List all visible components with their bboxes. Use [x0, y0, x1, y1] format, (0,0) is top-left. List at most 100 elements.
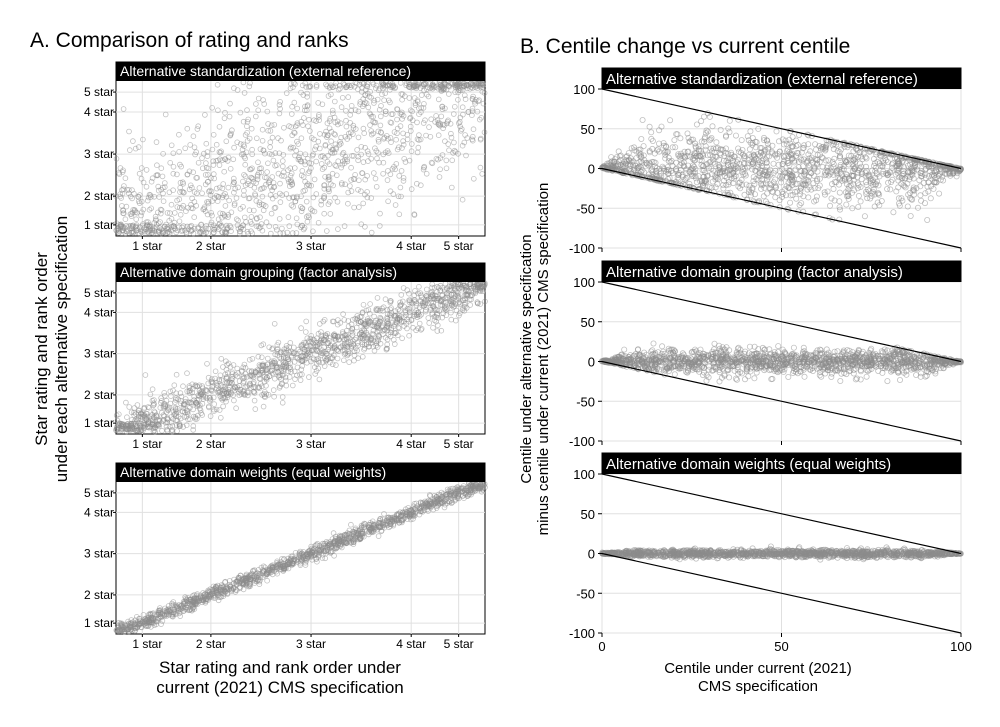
data-point: [176, 218, 183, 225]
data-point: [300, 188, 307, 194]
data-point: [439, 152, 446, 158]
data-point: [370, 170, 377, 176]
data-point: [216, 149, 223, 155]
data-point: [143, 184, 150, 190]
data-point: [277, 190, 283, 197]
data-point: [319, 166, 326, 173]
data-point: [435, 132, 442, 139]
data-point: [394, 106, 401, 113]
data-point: [267, 230, 274, 237]
data-point: [323, 228, 330, 234]
data-point: [414, 119, 420, 126]
data-point: [306, 168, 313, 175]
data-point: [352, 107, 359, 113]
data-point: [393, 161, 400, 167]
data-point: [398, 193, 404, 200]
tick-label-y: 2 star: [84, 388, 114, 402]
data-point: [248, 174, 254, 181]
tick-label-y: 5 star: [84, 486, 114, 500]
data-point: [226, 113, 233, 120]
data-point: [246, 83, 253, 90]
data-point: [290, 144, 297, 151]
tick-label-y: 1 star: [84, 218, 114, 232]
data-point: [257, 146, 264, 152]
data-point: [168, 142, 175, 149]
data-point: [240, 118, 247, 125]
data-point: [264, 169, 270, 175]
data-point: [376, 107, 383, 113]
data-point: [326, 125, 333, 132]
data-point: [332, 194, 338, 201]
data-point: [253, 101, 259, 107]
data-point: [407, 115, 413, 122]
data-point: [227, 100, 233, 107]
data-point: [277, 180, 283, 187]
data-point: [348, 177, 354, 183]
data-point: [148, 178, 155, 185]
data-point: [392, 166, 398, 173]
data-point: [162, 180, 168, 186]
panel-a-title: A. Comparison of rating and ranks: [30, 29, 349, 52]
data-point: [160, 151, 166, 157]
data-point: [469, 112, 475, 118]
data-point: [143, 167, 150, 173]
tick-label-x: 4 star: [396, 637, 426, 651]
tick-label-x: 1 star: [132, 239, 162, 253]
data-point: [329, 150, 336, 157]
data-point: [149, 175, 156, 182]
data-point: [324, 83, 330, 89]
data-point: [135, 144, 142, 150]
data-point: [126, 128, 132, 135]
data-point: [345, 200, 351, 207]
data-point: [451, 104, 458, 110]
data-point: [297, 150, 304, 157]
data-point: [328, 91, 334, 98]
data-point: [294, 122, 300, 128]
data-point: [268, 122, 275, 129]
data-point: [204, 149, 211, 155]
data-point: [246, 195, 253, 201]
data-point: [399, 91, 406, 97]
data-point: [342, 181, 348, 188]
panel-a-subplot-1: Alternative standardization (external re…: [84, 61, 488, 253]
data-point: [288, 111, 295, 117]
data-point: [227, 166, 234, 172]
data-point: [272, 204, 279, 211]
data-point: [184, 125, 191, 132]
data-point: [455, 97, 461, 103]
data-point: [272, 150, 279, 156]
data-point: [255, 107, 262, 114]
data-point: [170, 170, 177, 177]
data-point: [277, 230, 284, 237]
data-point: [341, 223, 348, 229]
data-point: [170, 164, 177, 170]
data-point: [337, 120, 344, 126]
panel-b-title: B. Centile change vs current centile: [520, 35, 851, 58]
data-point: [271, 122, 278, 128]
data-point: [286, 223, 293, 229]
data-point: [316, 114, 322, 120]
tick-label-x: 2 star: [196, 239, 226, 253]
data-point: [376, 223, 383, 229]
data-point: [202, 172, 209, 178]
data-point: [240, 178, 246, 185]
data-point: [420, 105, 427, 111]
data-point: [450, 111, 457, 117]
data-point: [199, 190, 205, 197]
data-point: [335, 86, 342, 93]
data-point: [423, 171, 430, 177]
data-point: [253, 135, 260, 142]
tick-label-x: 2 star: [196, 637, 226, 651]
tick-label-y: 4 star: [84, 105, 114, 119]
data-point: [469, 136, 476, 143]
data-point: [330, 110, 336, 117]
data-point: [448, 184, 455, 191]
data-point: [191, 214, 198, 221]
data-point: [180, 179, 186, 186]
data-point: [256, 169, 262, 176]
data-point: [449, 157, 456, 164]
data-point: [355, 108, 362, 115]
data-point: [393, 136, 399, 143]
data-point: [335, 226, 341, 232]
